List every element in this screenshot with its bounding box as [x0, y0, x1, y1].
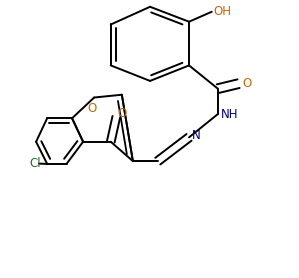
Text: Cl: Cl	[29, 157, 41, 170]
Text: N: N	[192, 130, 201, 142]
Text: OH: OH	[213, 5, 231, 18]
Text: O: O	[118, 107, 127, 120]
Text: O: O	[242, 77, 251, 90]
Text: O: O	[87, 102, 97, 115]
Text: NH: NH	[221, 108, 239, 121]
